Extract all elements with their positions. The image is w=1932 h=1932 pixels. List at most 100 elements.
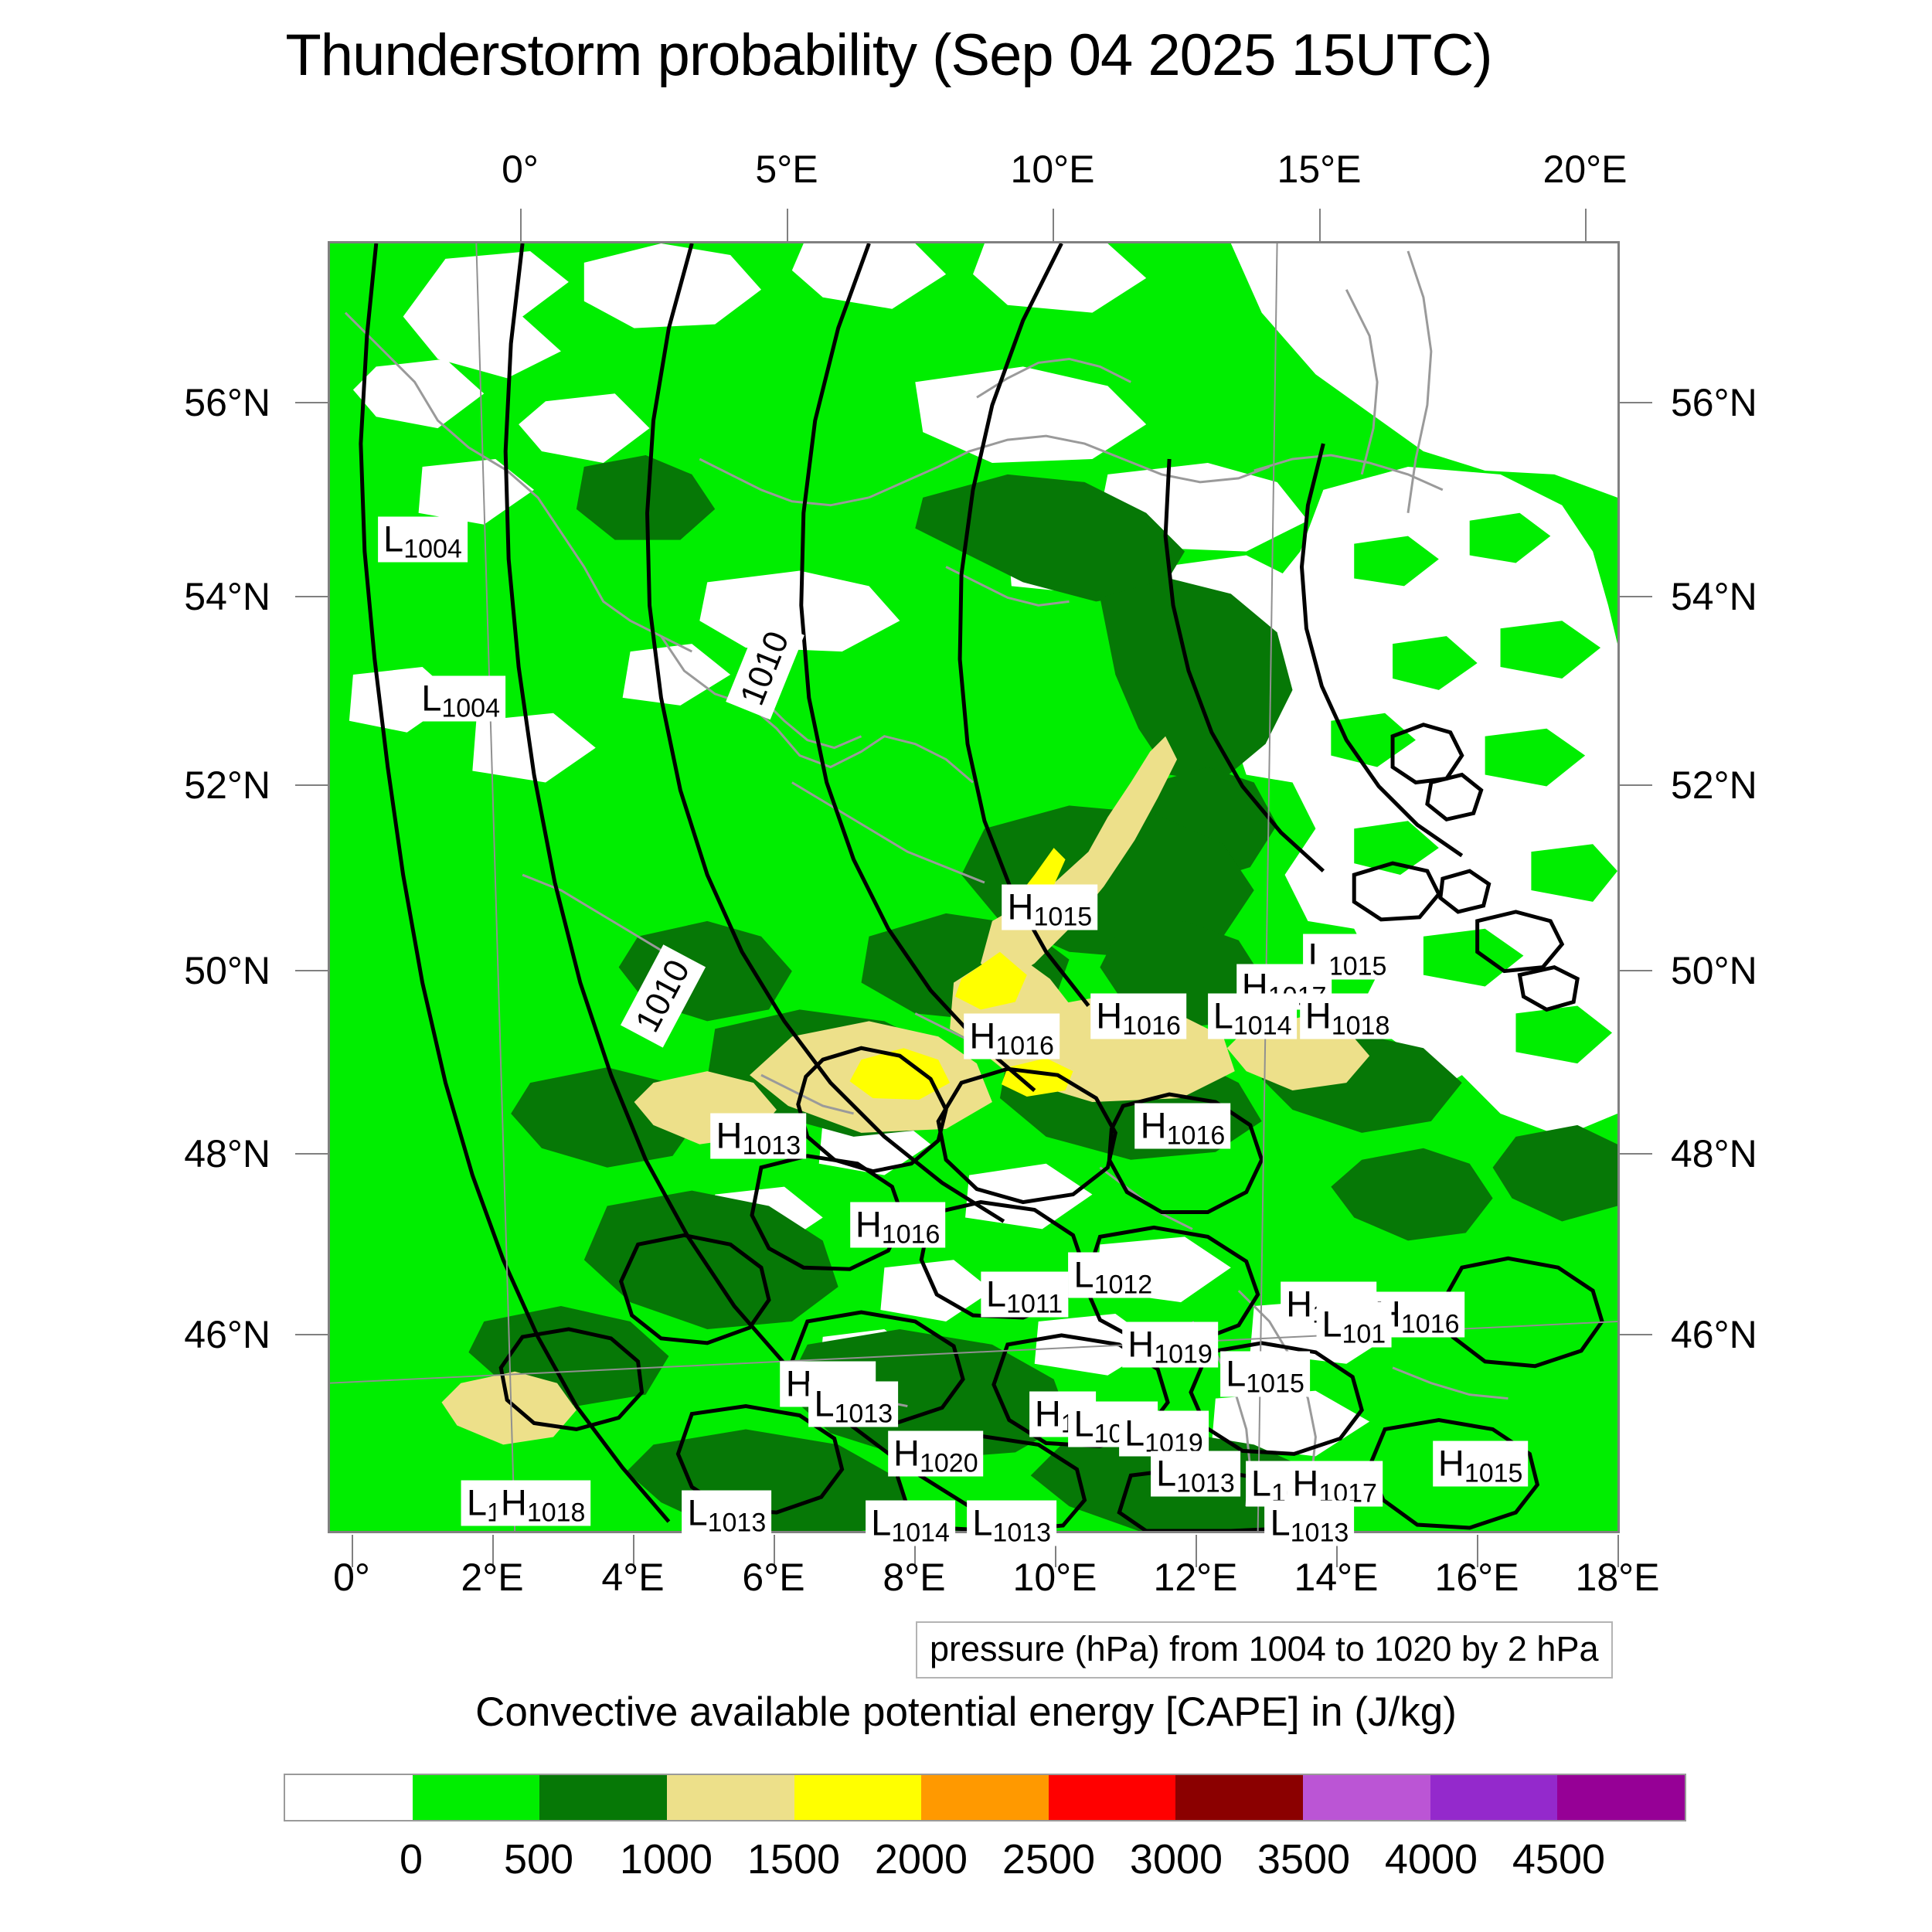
colorbar-tick-labels: 0 500 1000 1500 2000 2500 3000 3500 4000 4500 [284, 1835, 1686, 1889]
colorbar-cell-10[interactable] [1557, 1775, 1685, 1820]
axis-label-top-1: 5°E [755, 148, 818, 191]
colorbar-tick-4000: 4000 [1384, 1836, 1478, 1883]
pressure-center-h-9: H1016 [1134, 1103, 1231, 1151]
pressure-center-value: 1012 [1094, 1270, 1153, 1300]
pressure-center-l-20: L1013 [808, 1381, 899, 1429]
pressure-center-symbol: L [972, 1502, 993, 1543]
colorbar-cell-4[interactable] [794, 1775, 922, 1820]
pressure-center-symbol: L [1155, 1452, 1177, 1494]
pressure-center-symbol: L [421, 677, 442, 719]
tick-mark-left-4 [295, 1153, 328, 1155]
pressure-center-value: 1013 [834, 1399, 893, 1429]
pressure-center-value: 1016 [881, 1219, 940, 1250]
colorbar-tick-2000: 2000 [874, 1836, 968, 1883]
tick-mark-right-1 [1620, 596, 1652, 597]
axis-label-bottom-0: 0° [333, 1556, 370, 1599]
pressure-center-symbol: H [1286, 1283, 1313, 1325]
pressure-center-value: 1013 [707, 1508, 767, 1538]
colorbar-tick-0: 0 [399, 1836, 423, 1883]
pressure-center-value: 1014 [1233, 1011, 1292, 1041]
axis-label-bottom-8: 16°E [1434, 1556, 1519, 1599]
pressure-center-symbol: H [500, 1481, 527, 1523]
pressure-center-symbol: H [855, 1203, 882, 1245]
colorbar-cell-7[interactable] [1175, 1775, 1304, 1820]
pressure-center-l-6: L1014 [1207, 993, 1298, 1041]
pressure-center-symbol: L [1073, 1253, 1094, 1295]
pressure-center-h-28: H1017 [1287, 1461, 1383, 1507]
cape-shading [330, 243, 1617, 1531]
pressure-center-value: 1016 [995, 1031, 1054, 1061]
pressure-center-symbol: H [1437, 1442, 1464, 1484]
axis-label-bottom-7: 14°E [1294, 1556, 1379, 1599]
colorbar-tick-1000: 1000 [619, 1836, 713, 1883]
pressure-center-symbol: H [1292, 1462, 1319, 1504]
pressure-center-symbol: L [1213, 995, 1233, 1036]
pressure-center-symbol: L [871, 1502, 892, 1543]
axis-label-right-2: 52°N [1671, 764, 1757, 807]
page-title: Thunderstorm probability (Sep 04 2025 15… [285, 22, 1492, 88]
tick-mark-top-3 [1319, 209, 1321, 241]
axis-label-left-4: 48°N [184, 1132, 270, 1175]
pressure-center-symbol: L [1226, 1352, 1247, 1394]
pressure-center-symbol: H [1034, 1393, 1061, 1434]
colorbar-tick-3500: 3500 [1257, 1836, 1351, 1883]
axis-label-top-0: 0° [502, 148, 539, 191]
pressure-center-symbol: H [1096, 995, 1123, 1036]
tick-mark-right-0 [1620, 402, 1652, 403]
pressure-center-value: 1016 [1166, 1121, 1226, 1151]
pressure-center-value: 1014 [891, 1518, 950, 1548]
pressure-center-l-34: L1013 [1264, 1500, 1355, 1546]
pressure-center-symbol: H [716, 1114, 743, 1156]
tick-mark-left-1 [295, 596, 328, 597]
cape-colorbar[interactable] [284, 1774, 1686, 1821]
pressure-center-l-0: L1004 [378, 516, 468, 564]
colorbar-cell-2[interactable] [539, 1775, 667, 1820]
axis-label-left-2: 52°N [184, 764, 270, 807]
axis-label-bottom-6: 12°E [1153, 1556, 1238, 1599]
pressure-center-value: 1015 [1328, 951, 1387, 981]
pressure-center-value: 1015 [1246, 1369, 1304, 1399]
axis-label-bottom-2: 4°E [601, 1556, 665, 1599]
pressure-center-symbol: H [1128, 1323, 1155, 1365]
colorbar-cell-3[interactable] [666, 1775, 794, 1820]
tick-mark-bot-2 [633, 1535, 634, 1567]
tick-mark-left-2 [295, 784, 328, 786]
pressure-center-value: 1004 [441, 693, 500, 723]
tick-mark-bot-7 [1336, 1535, 1338, 1567]
pressure-center-l-32: L1014 [866, 1500, 955, 1548]
pressure-center-symbol: L [1073, 1403, 1094, 1444]
colorbar-cell-8[interactable] [1303, 1775, 1430, 1820]
colorbar-cell-6[interactable] [1048, 1775, 1176, 1820]
tick-mark-top-0 [520, 209, 522, 241]
pressure-center-symbol: L [687, 1492, 708, 1533]
pressure-center-value: 1004 [403, 534, 462, 564]
axis-label-top-3: 15°E [1277, 148, 1362, 191]
tick-mark-bot-1 [492, 1535, 494, 1567]
pressure-center-value: 1011 [1006, 1289, 1063, 1319]
pressure-center-symbol: H [1140, 1104, 1167, 1146]
colorbar-cell-0[interactable] [285, 1775, 413, 1820]
pressure-center-symbol: L [985, 1273, 1007, 1315]
tick-mark-bot-5 [1055, 1535, 1056, 1567]
colorbar-cell-1[interactable] [412, 1775, 540, 1820]
colorbar-tick-3000: 3000 [1129, 1836, 1223, 1883]
axis-label-left-0: 56°N [184, 381, 270, 424]
tick-mark-top-2 [1053, 209, 1054, 241]
tick-mark-bot-4 [914, 1535, 916, 1567]
pressure-center-l-13: L1011 [980, 1271, 1069, 1319]
pressure-center-h-7: H1018 [1299, 993, 1396, 1039]
pressure-center-l-18: L1015 [1220, 1351, 1310, 1399]
pressure-center-h-24: H1020 [888, 1430, 984, 1477]
axis-label-bottom-1: 2°E [461, 1556, 524, 1599]
colorbar-tick-2500: 2500 [1002, 1836, 1096, 1883]
colorbar-cell-5[interactable] [921, 1775, 1049, 1820]
weather-map[interactable] [328, 241, 1620, 1533]
axis-label-left-3: 50°N [184, 949, 270, 992]
axis-label-right-5: 46°N [1671, 1313, 1757, 1356]
pressure-center-value: 1013 [992, 1518, 1052, 1548]
tick-mark-top-1 [787, 209, 788, 241]
colorbar-cell-9[interactable] [1430, 1775, 1558, 1820]
pressure-center-symbol: L [383, 518, 404, 560]
pressure-center-h-17: H1019 [1122, 1321, 1218, 1368]
tick-mark-left-5 [295, 1334, 328, 1335]
